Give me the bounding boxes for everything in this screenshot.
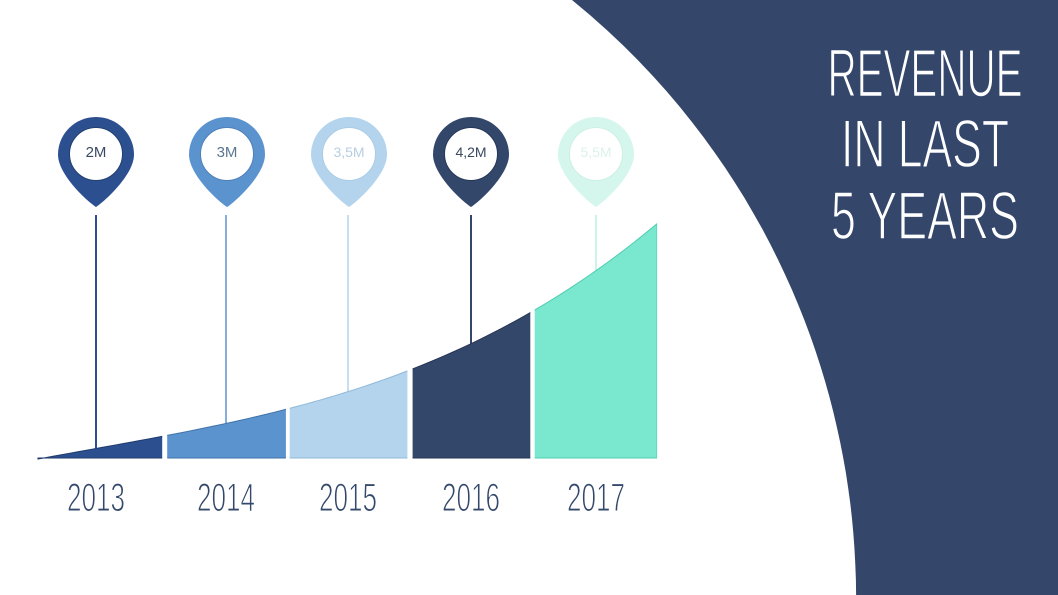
svg-text:5 YEARS: 5 YEARS xyxy=(831,178,1019,254)
svg-text:IN LAST: IN LAST xyxy=(841,106,1009,182)
svg-text:REVENUE: REVENUE xyxy=(828,38,1023,112)
